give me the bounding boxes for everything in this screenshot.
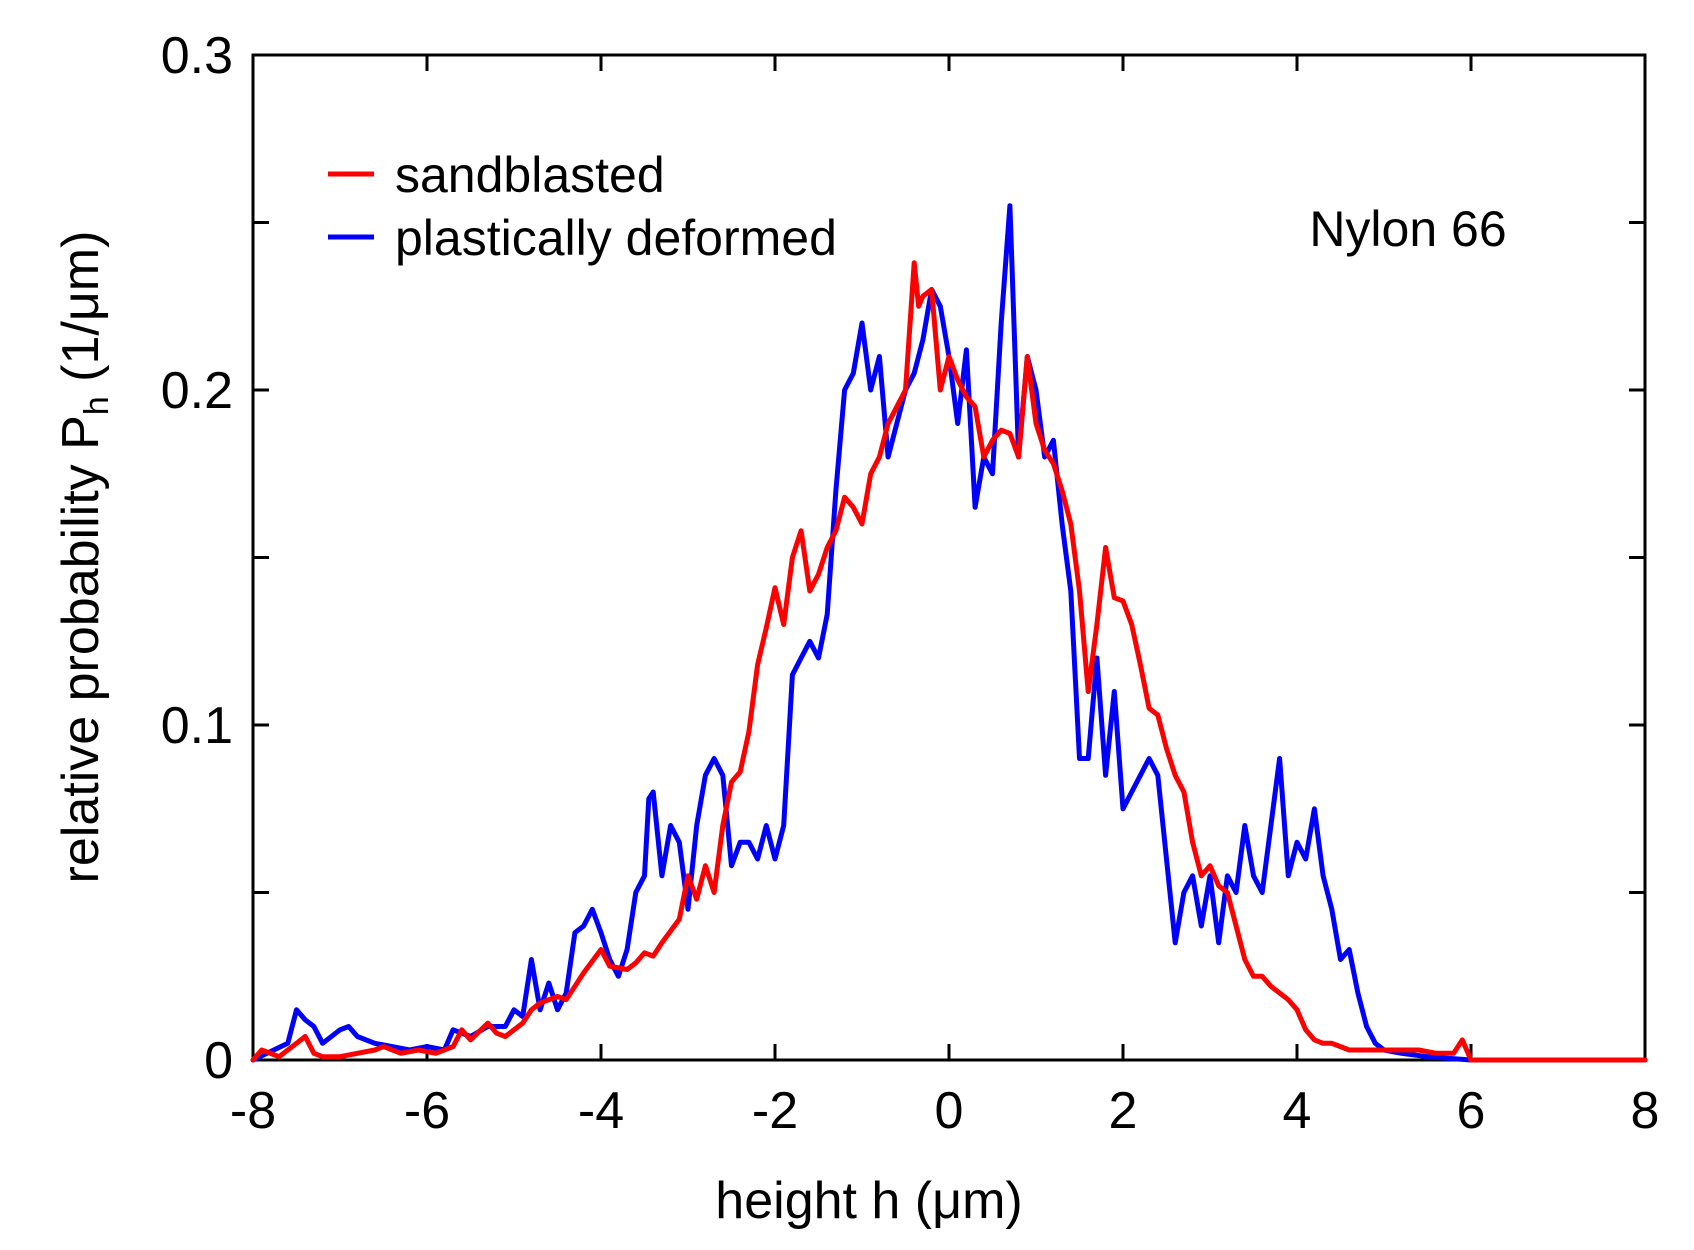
x-tick-label: 4 bbox=[1283, 1082, 1312, 1140]
legend-label-sandblasted: sandblasted bbox=[395, 147, 665, 203]
y-tick-label: 0 bbox=[204, 1032, 233, 1090]
annotation-material: Nylon 66 bbox=[1309, 201, 1506, 257]
y-axis-title: relative probability Ph (1/μm) bbox=[52, 231, 116, 884]
y-tick-label: 0.2 bbox=[161, 362, 233, 420]
axis-ticks bbox=[251, 53, 1647, 1062]
y-axis-title-subscript: h bbox=[78, 396, 116, 415]
x-tick-label: 0 bbox=[935, 1082, 964, 1140]
legend-label-plastically-deformed: plastically deformed bbox=[395, 210, 837, 266]
series-line-sandblasted bbox=[250, 260, 1648, 1063]
series-line-plastically-deformed bbox=[250, 203, 1648, 1063]
x-tick-label: -4 bbox=[578, 1082, 624, 1140]
y-axis-title-main: relative probability P bbox=[52, 415, 110, 883]
x-tick-label: 2 bbox=[1109, 1082, 1138, 1140]
legend: sandblasted plastically deformed bbox=[328, 147, 837, 266]
x-tick-label: 6 bbox=[1457, 1082, 1486, 1140]
series-lines bbox=[250, 203, 1648, 1063]
y-tick-label: 0.3 bbox=[161, 27, 233, 85]
x-tick-label: -6 bbox=[404, 1082, 450, 1140]
x-tick-label: -2 bbox=[752, 1082, 798, 1140]
x-tick-label: -8 bbox=[230, 1082, 276, 1140]
y-axis-title-units: (1/μm) bbox=[52, 231, 110, 382]
y-tick-label: 0.1 bbox=[161, 697, 233, 755]
axis-tick-labels: -8 -6 -4 -2 0 2 4 6 8 0 0.1 0.2 0.3 bbox=[161, 27, 1660, 1140]
x-axis-title: height h (μm) bbox=[715, 1172, 1022, 1230]
x-tick-label: 8 bbox=[1631, 1082, 1660, 1140]
